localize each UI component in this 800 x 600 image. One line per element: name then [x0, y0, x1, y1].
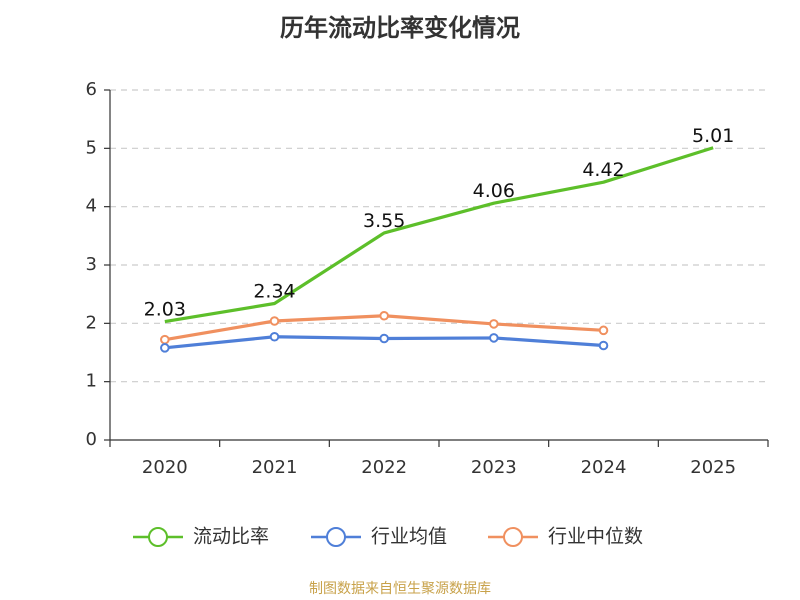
y-tick-label: 0: [86, 429, 97, 450]
data-label: 5.01: [692, 125, 734, 147]
legend-label: 流动比率: [193, 526, 269, 548]
data-point: [598, 325, 609, 336]
x-tick-label: 2021: [252, 457, 298, 478]
data-point: [489, 333, 499, 343]
x-tick-label: 2022: [361, 457, 407, 478]
x-tick-label: 2024: [581, 457, 627, 478]
data-point: [598, 340, 609, 351]
legend-label: 行业中位数: [548, 526, 643, 548]
source-note: 制图数据来自恒生聚源数据库: [309, 581, 491, 597]
series-line: [164, 146, 714, 324]
y-tick-label: 4: [86, 196, 97, 217]
y-tick-label: 5: [86, 137, 97, 158]
x-tick-label: 2025: [690, 457, 736, 478]
x-tick-label: 2020: [142, 457, 188, 478]
data-point: [269, 316, 280, 326]
data-label: 2.34: [253, 281, 295, 303]
legend-swatch-marker: [503, 527, 523, 547]
data-point: [269, 331, 280, 342]
data-label: 4.42: [582, 159, 624, 181]
data-point: [379, 333, 389, 344]
legend-swatch-marker: [326, 527, 346, 547]
data-label: 3.55: [363, 210, 405, 232]
y-tick-label: 3: [86, 254, 97, 275]
legend-label: 行业均值: [371, 526, 447, 548]
data-label: 4.06: [473, 180, 515, 202]
data-label: 2.03: [144, 299, 186, 321]
y-tick-label: 1: [86, 371, 97, 392]
chart-title: 历年流动比率变化情况: [280, 14, 520, 42]
data-point: [379, 310, 389, 321]
data-point: [160, 334, 170, 345]
y-tick-label: 2: [86, 312, 97, 333]
x-tick-label: 2023: [471, 457, 517, 478]
y-tick-label: 6: [86, 79, 97, 100]
data-point: [160, 343, 170, 353]
data-point: [489, 319, 499, 329]
legend-swatch-marker: [148, 527, 168, 547]
